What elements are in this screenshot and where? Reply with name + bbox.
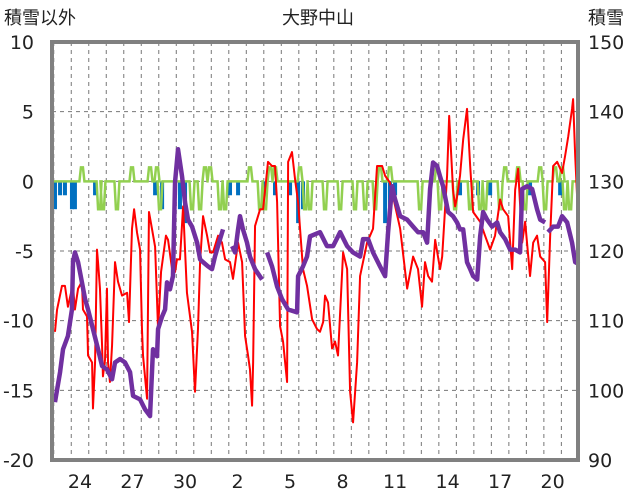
blue-bar — [236, 181, 241, 196]
right-axis-title: 積雪 — [588, 8, 624, 29]
green-series-line — [52, 166, 578, 211]
right-tick-label: 100 — [588, 380, 624, 402]
x-tick-label: 27 — [120, 471, 144, 493]
blue-bar — [72, 181, 77, 210]
blue-bar — [93, 181, 98, 196]
purple-series-line — [52, 147, 226, 419]
right-tick-label: 150 — [588, 32, 624, 54]
left-tick-label: 0 — [22, 171, 34, 193]
left-tick-label: -20 — [3, 450, 34, 472]
blue-bar — [228, 181, 233, 196]
purple-series-line — [265, 160, 547, 315]
blue-bar — [58, 181, 63, 196]
purple-series-line — [230, 213, 264, 281]
purple-series-line — [546, 213, 581, 267]
blue-bar — [153, 181, 158, 196]
x-tick-label: 11 — [383, 471, 407, 493]
blue-bar — [62, 181, 67, 196]
blue-bar — [458, 181, 463, 196]
right-tick-label: 140 — [588, 102, 624, 124]
left-tick-label: -10 — [3, 311, 34, 333]
x-tick-label: 20 — [541, 471, 565, 493]
blue-bar — [558, 181, 563, 196]
right-tick-label: 110 — [588, 311, 624, 333]
plot-marks — [52, 98, 581, 424]
blue-bar — [52, 181, 57, 210]
gridlines — [52, 42, 578, 460]
blue-bar — [177, 181, 182, 210]
left-axis-title: 積雪以外 — [4, 8, 76, 29]
right-tick-label: 130 — [588, 171, 624, 193]
right-tick-label: 120 — [588, 241, 624, 263]
tick-labels: -20 -15 -10 -5 0 5 10 90 100 110 120 130 140 150 24 27 3… — [3, 32, 624, 493]
blue-bar — [488, 181, 493, 196]
x-tick-label: 2 — [231, 471, 243, 493]
blue-bar — [273, 181, 278, 196]
blue-bar — [69, 181, 74, 210]
x-tick-label: 5 — [284, 471, 296, 493]
x-tick-label: 30 — [173, 471, 197, 493]
red-series-line — [53, 98, 579, 424]
plot-frame — [50, 40, 580, 462]
x-tick-label: 17 — [488, 471, 512, 493]
x-tick-label: 8 — [337, 471, 349, 493]
right-tick-label: 90 — [588, 450, 612, 472]
left-tick-label: 10 — [10, 32, 34, 54]
left-tick-label: -15 — [3, 380, 34, 402]
x-tick-label: 14 — [436, 471, 460, 493]
chart-title: 大野中山 — [282, 8, 354, 29]
blue-bar — [383, 181, 388, 224]
x-tick-label: 24 — [68, 471, 92, 493]
left-tick-label: -5 — [15, 241, 34, 263]
blue-bar — [288, 181, 293, 196]
blue-bar — [393, 181, 398, 196]
left-tick-label: 5 — [22, 102, 34, 124]
